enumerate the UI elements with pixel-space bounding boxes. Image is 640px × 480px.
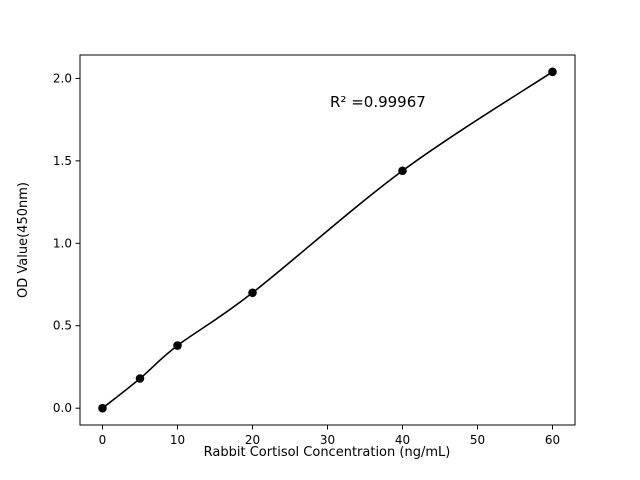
- x-tick-label: 60: [545, 433, 560, 447]
- y-tick-label: 2.0: [53, 71, 72, 85]
- x-tick-label: 40: [395, 433, 410, 447]
- plot-border: [79, 54, 576, 426]
- x-tick-label: 20: [245, 433, 260, 447]
- y-tick-label: 1.0: [53, 236, 72, 250]
- data-point-marker: [248, 288, 257, 298]
- data-point-marker: [135, 374, 145, 383]
- x-axis-label: Rabbit Cortisol Concentration (ng/mL): [204, 445, 451, 460]
- x-tick-label: 0: [99, 433, 107, 447]
- data-point-marker: [548, 67, 557, 77]
- x-tick-label: 50: [470, 433, 485, 447]
- data-point-marker: [173, 341, 182, 350]
- axes-layer: 0 10 20 30 40 50 60 0.0 0.5 1.0 1.5 2.0: [53, 54, 576, 447]
- y-tick-label: 0.0: [53, 401, 72, 415]
- data-point-marker: [398, 166, 407, 176]
- x-tick-label: 10: [170, 433, 185, 447]
- y-tick-label: 0.5: [53, 319, 72, 333]
- fit-line: [102, 71, 553, 409]
- y-tick-label: 1.5: [53, 154, 72, 168]
- data-point-marker: [98, 403, 107, 413]
- x-tick-label: 30: [320, 433, 335, 447]
- r-squared-annotation: R² =0.99967: [330, 93, 426, 111]
- y-axis-label: OD Value(450nm): [16, 182, 31, 298]
